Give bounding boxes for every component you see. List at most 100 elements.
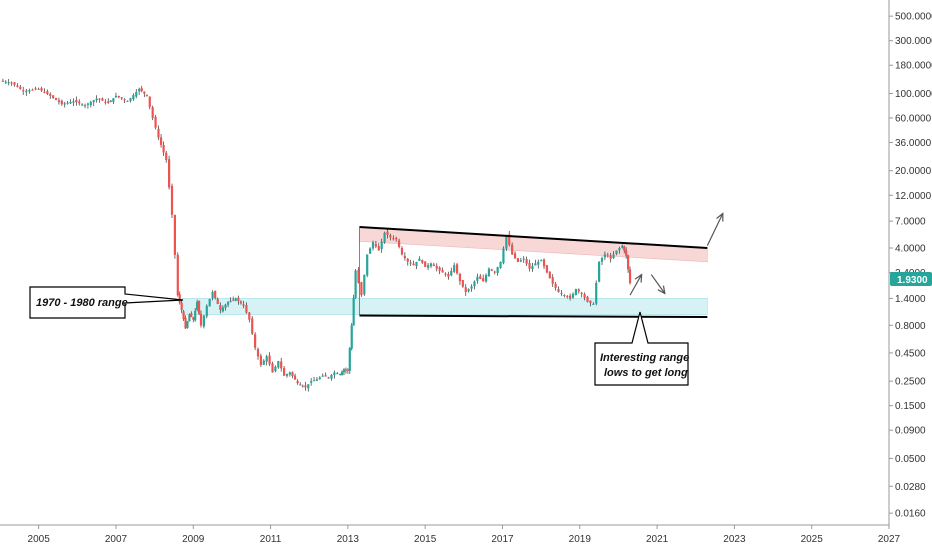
- y-tick-label: 0.2500: [895, 377, 926, 388]
- candle-body: [551, 277, 554, 284]
- candle-body: [400, 248, 404, 255]
- channel-lines: [359, 225, 708, 319]
- candle-body: [374, 243, 377, 247]
- candle-body: [245, 304, 248, 313]
- candle-body: [435, 265, 438, 269]
- candle-body: [380, 241, 383, 250]
- candle-body: [470, 286, 473, 289]
- candle-body: [392, 238, 395, 240]
- candle-body: [126, 100, 129, 102]
- candle-body: [354, 270, 357, 298]
- candle-body: [37, 88, 40, 90]
- candle-body: [511, 244, 514, 255]
- candle-body: [415, 261, 418, 267]
- candle-body: [219, 305, 222, 311]
- candle-body: [78, 101, 81, 104]
- candle-body: [360, 282, 363, 296]
- y-axis[interactable]: 0.0160 0.0280 0.0500 0.0900 0.1500 0.2500 0.45…: [888, 0, 932, 525]
- x-axis[interactable]: 2005 2007 2009 2011 2013 2015 2017 2019 2021 2023…: [0, 524, 901, 545]
- candle-body: [625, 250, 628, 256]
- candle-body: [464, 287, 467, 293]
- candle-body: [383, 232, 386, 243]
- candle-body: [467, 289, 470, 292]
- candle-body: [83, 105, 87, 107]
- candle-body: [333, 372, 336, 375]
- candle-body: [170, 185, 174, 215]
- candle-body: [368, 248, 372, 254]
- candle-body: [25, 90, 28, 93]
- candle-body: [432, 264, 435, 267]
- y-tick-label: 0.0160: [895, 509, 926, 520]
- candle-body: [120, 97, 123, 99]
- candle-body: [178, 294, 181, 303]
- candle-body: [583, 293, 586, 298]
- candle-body: [117, 95, 120, 98]
- candle-body: [301, 385, 304, 387]
- last-price-badge-bg: [890, 272, 932, 286]
- candle-body: [418, 258, 421, 261]
- candle-body: [540, 260, 543, 262]
- candle-body: [162, 145, 165, 153]
- candle-body: [346, 369, 349, 371]
- candle-body: [516, 258, 520, 262]
- candle-body: [237, 297, 240, 301]
- candle-body: [424, 261, 427, 267]
- candle-body: [563, 295, 566, 297]
- candle-body: [628, 269, 632, 284]
- candle-body: [288, 372, 291, 375]
- candle-body: [57, 100, 61, 103]
- y-tick-label: 0.1500: [895, 401, 926, 412]
- candle-body: [484, 274, 488, 282]
- candle-body: [327, 377, 330, 379]
- candle-body: [318, 377, 321, 379]
- candle-body: [95, 98, 98, 101]
- candle-body: [43, 91, 46, 93]
- y-tick-label: 1.4000: [895, 294, 926, 305]
- candle-body: [299, 384, 302, 386]
- candle-body: [112, 98, 115, 102]
- candle-body: [251, 318, 254, 334]
- candle-body: [145, 94, 148, 96]
- candle-body: [194, 310, 197, 321]
- y-tick-label: 7.0000: [895, 217, 926, 228]
- candle-body: [221, 307, 224, 312]
- candle-body: [496, 267, 499, 274]
- candle-body: [386, 231, 389, 236]
- y-tick-label: 0.0280: [895, 482, 926, 493]
- candle-body: [534, 263, 537, 266]
- candle-body: [199, 313, 203, 326]
- candle-body: [342, 369, 346, 372]
- callout-1970-1980: 1970 - 1980 range: [29, 286, 184, 319]
- candle-body: [609, 255, 612, 259]
- candle-body: [280, 361, 283, 369]
- candle-body: [66, 102, 69, 104]
- candle-body: [612, 254, 615, 259]
- candle-body: [344, 369, 348, 371]
- candle-body: [186, 321, 189, 328]
- candle-body: [315, 379, 319, 381]
- candle-body: [60, 100, 63, 105]
- candle-body: [330, 374, 333, 379]
- y-tick-label: 0.0900: [895, 426, 926, 437]
- candle-body: [421, 260, 424, 263]
- y-tick-label: 60.0000: [895, 113, 932, 124]
- candle-body: [377, 245, 380, 251]
- candle-body: [129, 98, 132, 101]
- callout-interesting-range: Interesting range lows to get long: [594, 311, 689, 386]
- candle-body: [148, 96, 151, 107]
- candle-body: [75, 99, 78, 103]
- candle-body: [277, 361, 280, 368]
- candle-body: [69, 101, 72, 104]
- candle-body: [52, 95, 55, 98]
- candle-body: [123, 99, 126, 101]
- candle-body: [202, 315, 205, 327]
- x-tick-label: 2021: [646, 534, 669, 545]
- candle-body: [197, 301, 201, 314]
- y-tick-label: 500.0000: [895, 12, 932, 23]
- candle-body: [519, 260, 522, 262]
- candle-body: [190, 313, 193, 318]
- candle-body: [473, 281, 476, 287]
- candle-body: [566, 296, 569, 298]
- x-tick-label: 2023: [723, 534, 746, 545]
- candle-body: [453, 265, 456, 272]
